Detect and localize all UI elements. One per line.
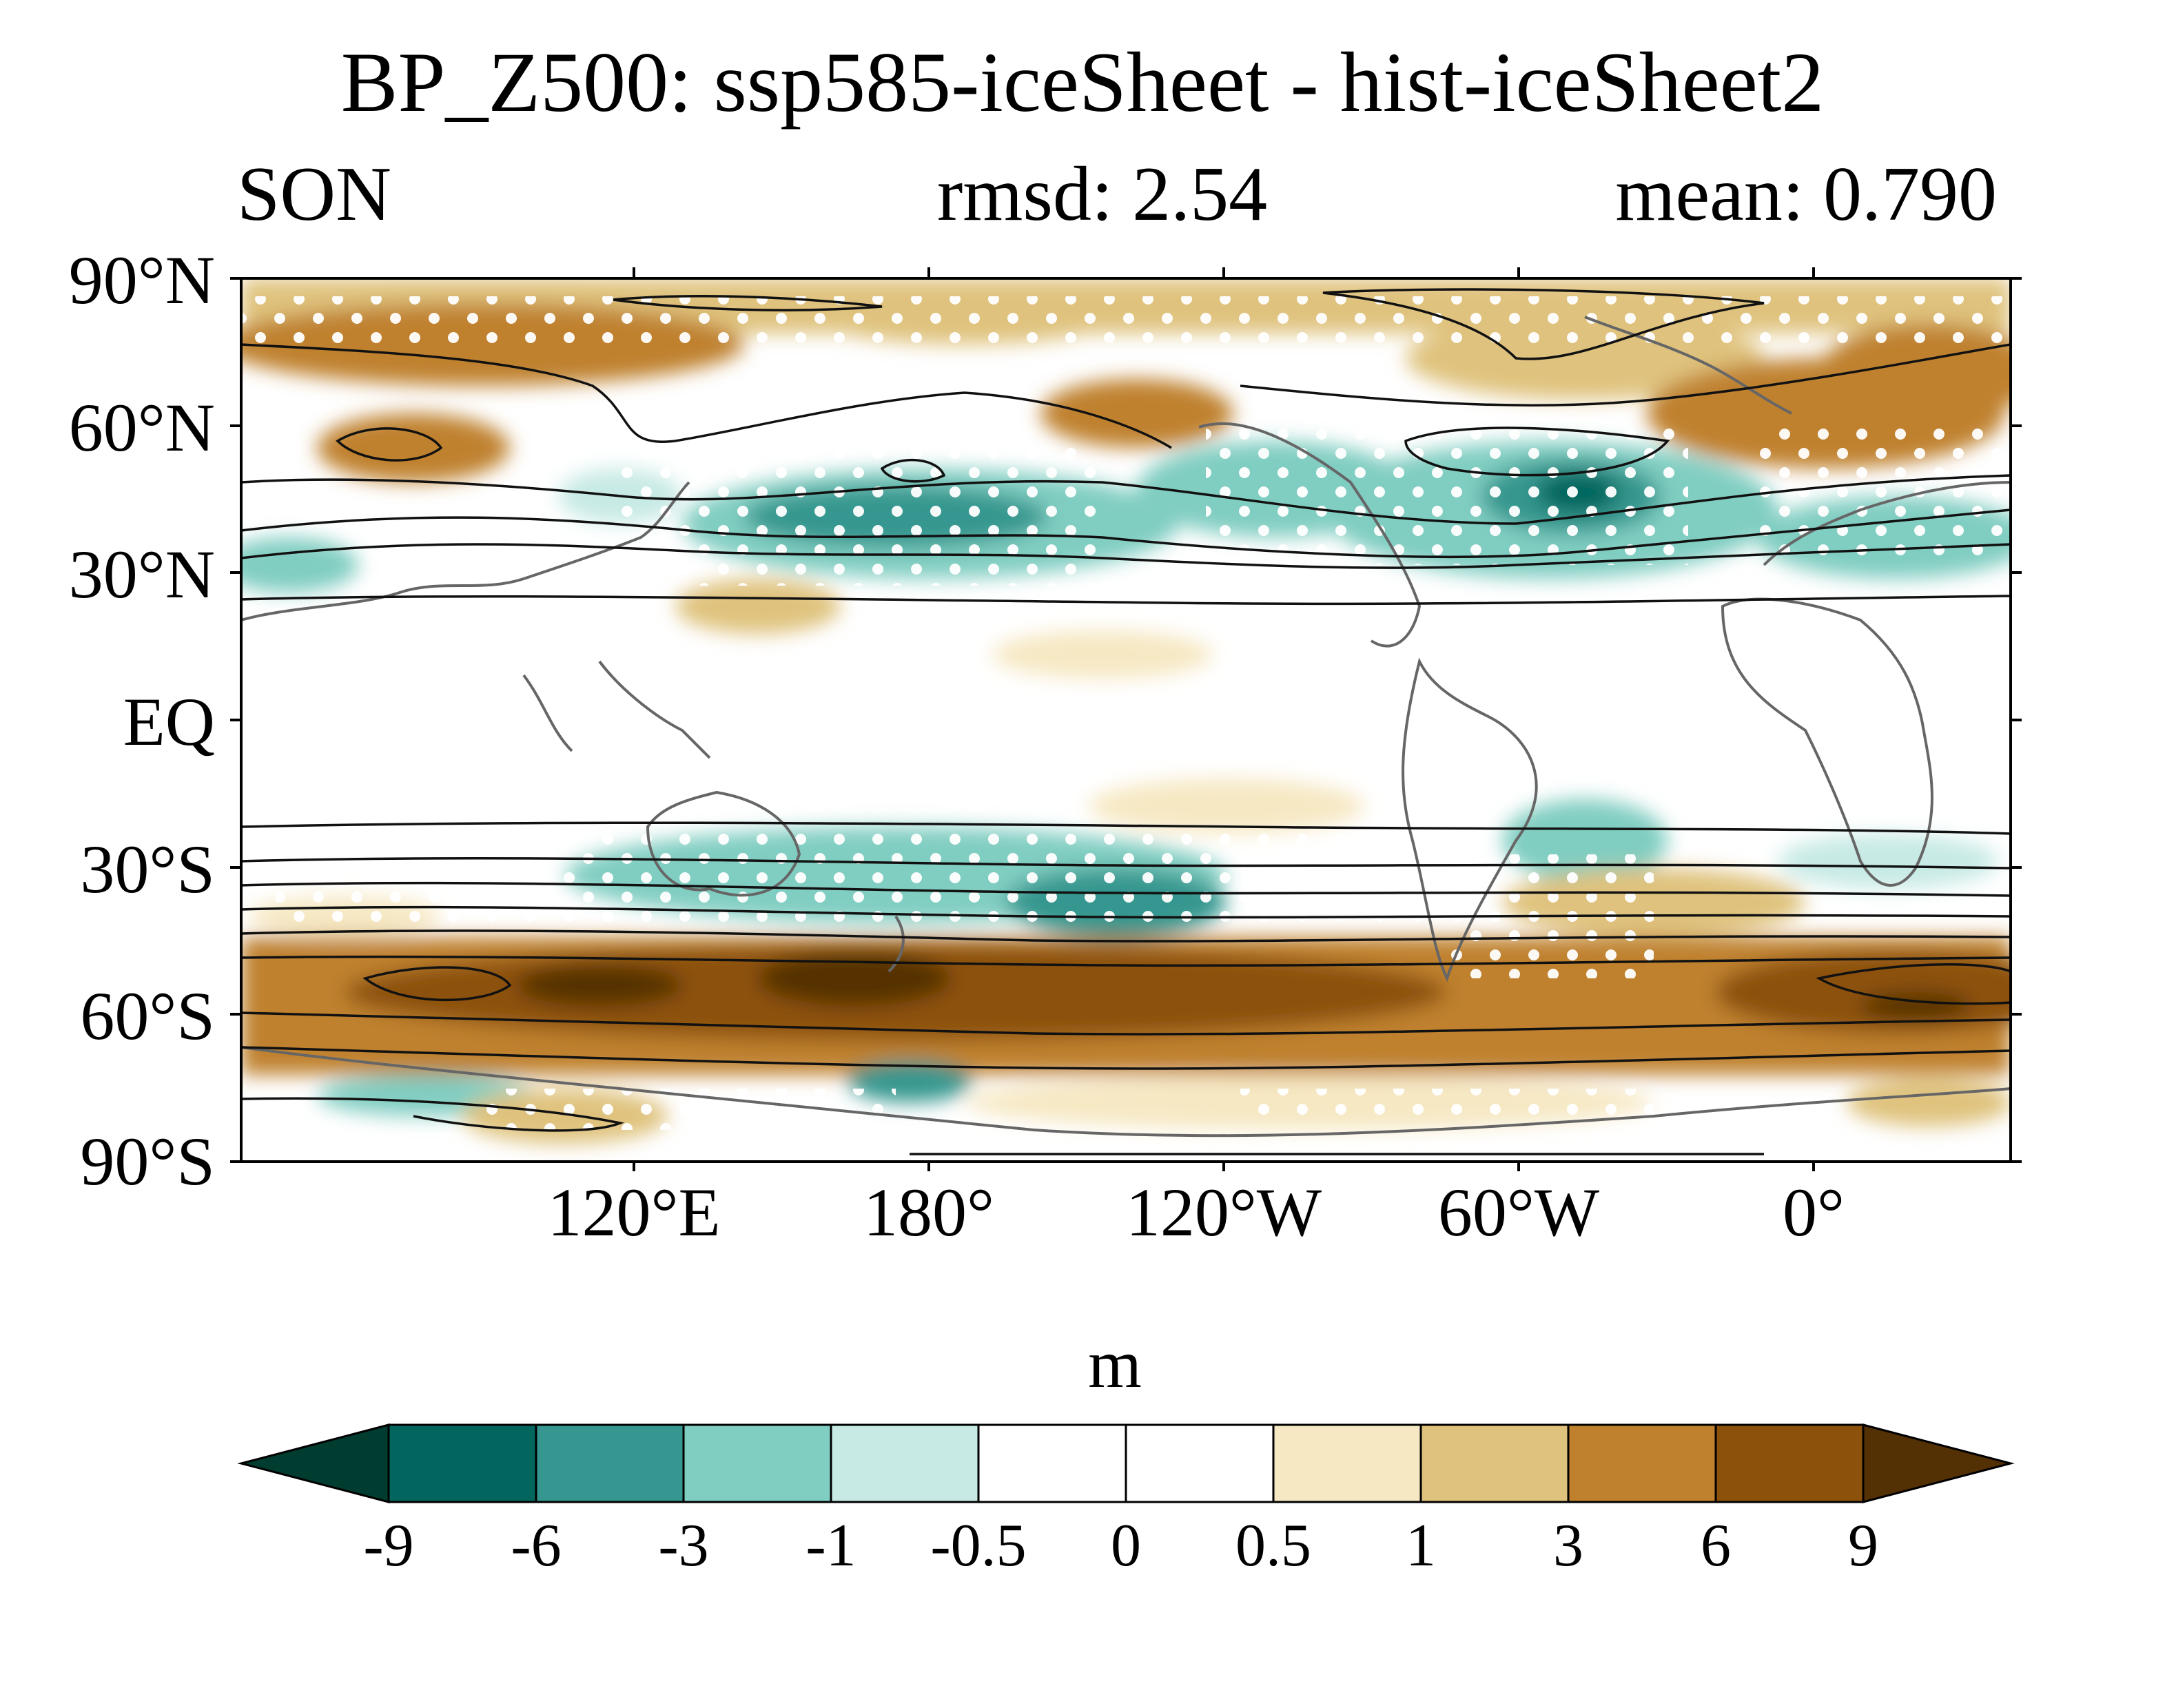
colorbar-tick-label: -1	[806, 1512, 856, 1579]
map-plot	[230, 267, 2022, 1171]
colorbar-segment	[1272, 1423, 1422, 1503]
lon-label-180: 180°	[863, 1174, 994, 1251]
colorbar-segment	[1419, 1423, 1570, 1503]
figure-title: BP_Z500: ssp585-iceSheet - hist-iceSheet…	[340, 35, 1825, 130]
lat-label-60s: 60°S	[80, 978, 215, 1054]
colorbar-segment	[387, 1423, 537, 1503]
lon-label-60w: 60°W	[1437, 1174, 1600, 1251]
colorbar-upper-extension	[1862, 1423, 2015, 1503]
lon-label-0: 0°	[1783, 1174, 1845, 1251]
axis-ticks	[230, 267, 2022, 1171]
colorbar-segment	[830, 1423, 980, 1503]
colorbar-lower-extension	[237, 1423, 390, 1503]
lat-label-90n: 90°N	[68, 242, 215, 318]
coastlines	[241, 316, 2011, 1138]
colorbar-segment	[535, 1423, 685, 1503]
colorbar-tick-label: -9	[363, 1512, 414, 1579]
colorbar-tick-label: 3	[1553, 1512, 1583, 1579]
mean-label: mean: 0.790	[1615, 152, 1997, 237]
season-label: SON	[237, 152, 392, 237]
rmsd-label: rmsd: 2.54	[937, 152, 1268, 237]
anomaly-field	[241, 278, 2011, 1162]
lat-label-eq: EQ	[123, 683, 215, 760]
colorbar-segment	[977, 1423, 1127, 1503]
lat-label-30s: 30°S	[80, 831, 215, 907]
lon-label-120e: 120°E	[547, 1174, 721, 1251]
colorbar-segment	[1567, 1423, 1717, 1503]
colorbar-unit: m	[1088, 1326, 1142, 1402]
colorbar-tick-label: -3	[658, 1512, 709, 1579]
lon-label-120w: 120°W	[1125, 1174, 1322, 1251]
colorbar-tick-label: 0	[1111, 1512, 1141, 1579]
colorbar-segment	[1125, 1423, 1275, 1503]
colorbar-tick-label: 6	[1701, 1512, 1731, 1579]
colorbar-tick-label: 1	[1406, 1512, 1436, 1579]
colorbar-tick-label: -0.5	[930, 1512, 1027, 1579]
colorbar-segment	[682, 1423, 832, 1503]
lat-label-60n: 60°N	[68, 389, 215, 466]
colorbar-tick-label: 9	[1848, 1512, 1878, 1579]
lat-label-90s: 90°S	[80, 1123, 215, 1200]
lat-label-30n: 30°N	[68, 536, 215, 613]
colorbar-tick-label: -6	[511, 1512, 562, 1579]
climatology-contours	[241, 288, 2011, 1155]
colorbar-tick-label: 0.5	[1235, 1512, 1311, 1579]
colorbar-segment	[1714, 1423, 1865, 1503]
